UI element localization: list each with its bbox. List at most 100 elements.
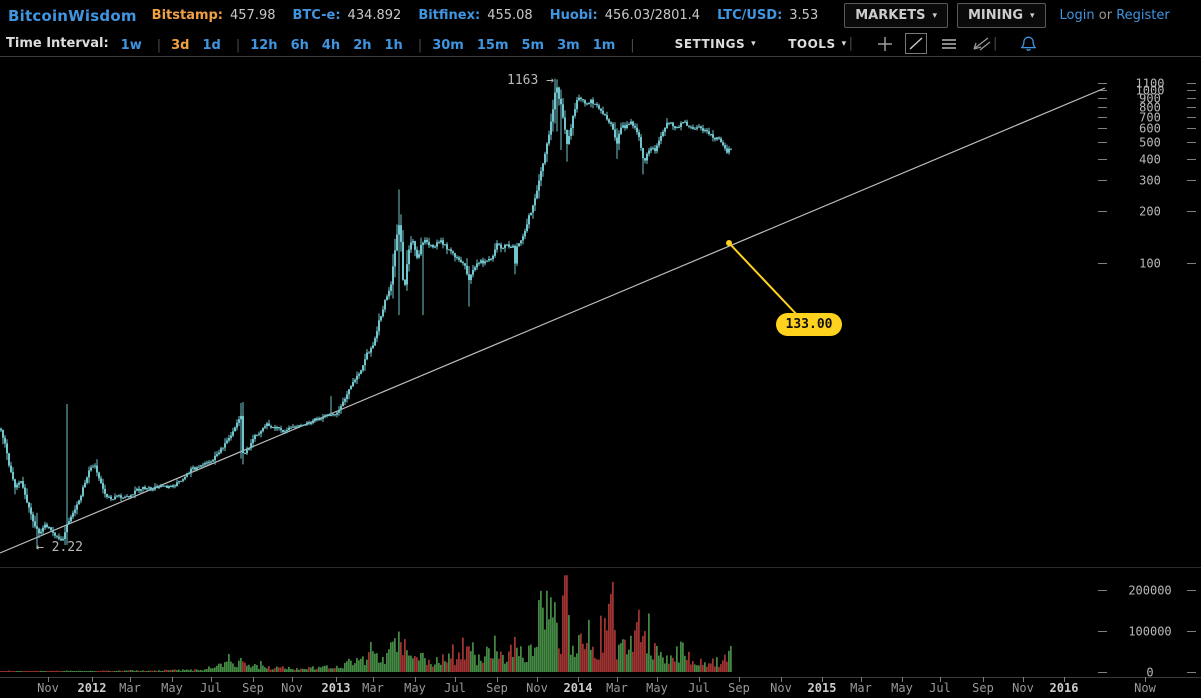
ticker-label: Bitstamp: (151, 8, 224, 23)
login-link[interactable]: Login (1059, 8, 1095, 23)
all-time-low-label: ← 2.22 (36, 540, 83, 555)
tools-menu-button[interactable]: TOOLS ▾ (788, 37, 846, 51)
time-axis-label: Nov (281, 681, 303, 695)
volume-tick-label: 100000 (1128, 625, 1171, 639)
interval-1m[interactable]: 1m (592, 38, 616, 53)
time-axis-label: Sep (728, 681, 750, 695)
time-axis-label: May (404, 681, 426, 695)
interval-1w[interactable]: 1w (120, 38, 142, 53)
time-axis-label: 2013 (322, 681, 351, 695)
trend-marker[interactable] (726, 240, 801, 319)
chart-toolbar: Time Interval: 1w | 3d 1d | 12h 6h 4h 2h 1h | 30m 15… (0, 31, 1201, 57)
price-tick-label: 700 (1139, 111, 1161, 125)
ticker-bitfinex[interactable]: Bitfinex: 455.08 (418, 8, 532, 23)
alert-button[interactable] (1021, 36, 1037, 52)
interval-selector: 1w | 3d 1d | 12h 6h 4h 2h 1h | 30m 15m 5m 3m 1m | (121, 34, 645, 53)
price-tick-label: 800 (1139, 101, 1161, 115)
time-axis-label: Sep (486, 681, 508, 695)
trend-arrows-icon (973, 36, 991, 51)
markets-button-label: MARKETS (855, 8, 926, 23)
price-tick-label: 200 (1139, 205, 1161, 219)
price-tick-label: 1100 (1136, 77, 1165, 91)
time-axis-label: Jul (200, 681, 222, 695)
price-tick-label: 100 (1139, 257, 1161, 271)
interval-4h[interactable]: 4h (321, 38, 341, 53)
ticker-label: LTC/USD: (717, 8, 783, 23)
toolbar-divider: | (235, 38, 241, 53)
price-tick-label: 300 (1139, 174, 1161, 188)
time-axis-label: Mar (606, 681, 628, 695)
chevron-down-icon: ▾ (841, 38, 847, 49)
bitcoinwisdom-logo[interactable]: BitcoinWisdom (8, 6, 137, 25)
candlestick-layer (0, 78, 732, 550)
settings-label: SETTINGS (674, 36, 746, 51)
volume-layer (0, 575, 732, 672)
time-axis-label: Jul (929, 681, 951, 695)
all-time-high-label: 1163 → (507, 73, 554, 88)
interval-12h[interactable]: 12h (250, 38, 278, 53)
toolbar-divider: | (156, 38, 162, 53)
interval-5m[interactable]: 5m (521, 38, 545, 53)
ticker-value: 455.08 (487, 8, 533, 23)
interval-3d[interactable]: 3d (171, 38, 190, 53)
header-bar: BitcoinWisdom Bitstamp: 457.98 BTC-e: 434.8… (0, 0, 1201, 31)
toolbar-divider: | (993, 36, 998, 51)
ticker-ltcusd[interactable]: LTC/USD: 3.53 (717, 8, 818, 23)
ticker-bitstamp[interactable]: Bitstamp: 457.98 (152, 8, 276, 23)
markets-button[interactable]: MARKETS ▾ (844, 3, 948, 28)
mining-button[interactable]: MINING ▾ (956, 3, 1046, 28)
ticker-huobi[interactable]: Huobi: 456.03/2801.4 (550, 8, 700, 23)
time-axis-label: Sep (242, 681, 264, 695)
ticker-value: 3.53 (789, 8, 819, 23)
volume-tick-label: 0 (1146, 666, 1153, 680)
ticker-label: BTC-e: (292, 8, 341, 23)
interval-15m[interactable]: 15m (476, 38, 509, 53)
price-tick-label: 600 (1139, 122, 1161, 136)
interval-1h[interactable]: 1h (384, 38, 403, 53)
interval-2h[interactable]: 2h (353, 38, 372, 53)
trendline-drawing[interactable] (0, 87, 1106, 554)
auth-links: Login or Register (1060, 8, 1170, 23)
tools-label: TOOLS (788, 36, 836, 51)
time-axis-label: Mar (119, 681, 141, 695)
time-axis-label: 2012 (78, 681, 107, 695)
price-tick-label: 900 (1139, 92, 1161, 106)
chevron-down-icon: ▾ (1030, 10, 1035, 21)
ticker-value: 456.03/2801.4 (604, 8, 701, 23)
trendline-icon (909, 37, 923, 50)
interval-6h[interactable]: 6h (290, 38, 309, 53)
volume-tick-label: 200000 (1128, 584, 1171, 598)
crosshair-tool-button[interactable] (877, 36, 893, 52)
interval-30m[interactable]: 30m (432, 38, 464, 53)
mining-button-label: MINING (967, 8, 1024, 23)
horizontal-lines-tool-button[interactable] (941, 37, 957, 51)
interval-3m[interactable]: 3m (557, 38, 580, 53)
chevron-down-icon: ▾ (751, 38, 757, 49)
time-axis-label: 2016 (1050, 681, 1079, 695)
settings-menu-button[interactable]: SETTINGS ▾ (675, 37, 757, 51)
toolbar-divider: | (417, 38, 423, 53)
time-axis-label: Jul (444, 681, 466, 695)
register-link[interactable]: Register (1116, 8, 1170, 23)
time-axis-label: Sep (972, 681, 994, 695)
time-axis-label: Mar (362, 681, 384, 695)
auth-or-text: or (1098, 8, 1113, 23)
price-tick-label: 500 (1139, 136, 1161, 150)
toolbar-divider: | (630, 38, 635, 53)
time-axis-label: Nov (37, 681, 59, 695)
price-tick-label: 400 (1139, 153, 1161, 167)
time-interval-label: Time Interval: (6, 36, 109, 51)
time-axis-label: Nov (1012, 681, 1034, 695)
time-axis-label: May (161, 681, 183, 695)
ticker-btce[interactable]: BTC-e: 434.892 (293, 8, 402, 23)
time-axis-label: Jul (688, 681, 710, 695)
trend-arrows-tool-button[interactable] (971, 36, 991, 52)
trendline-price-tag[interactable]: 133.00 (776, 313, 842, 336)
ticker-label: Bitfinex: (418, 8, 481, 23)
time-axis-label: Now (1134, 681, 1156, 695)
interval-1d[interactable]: 1d (202, 38, 221, 53)
trendline-tool-button[interactable] (905, 33, 928, 54)
